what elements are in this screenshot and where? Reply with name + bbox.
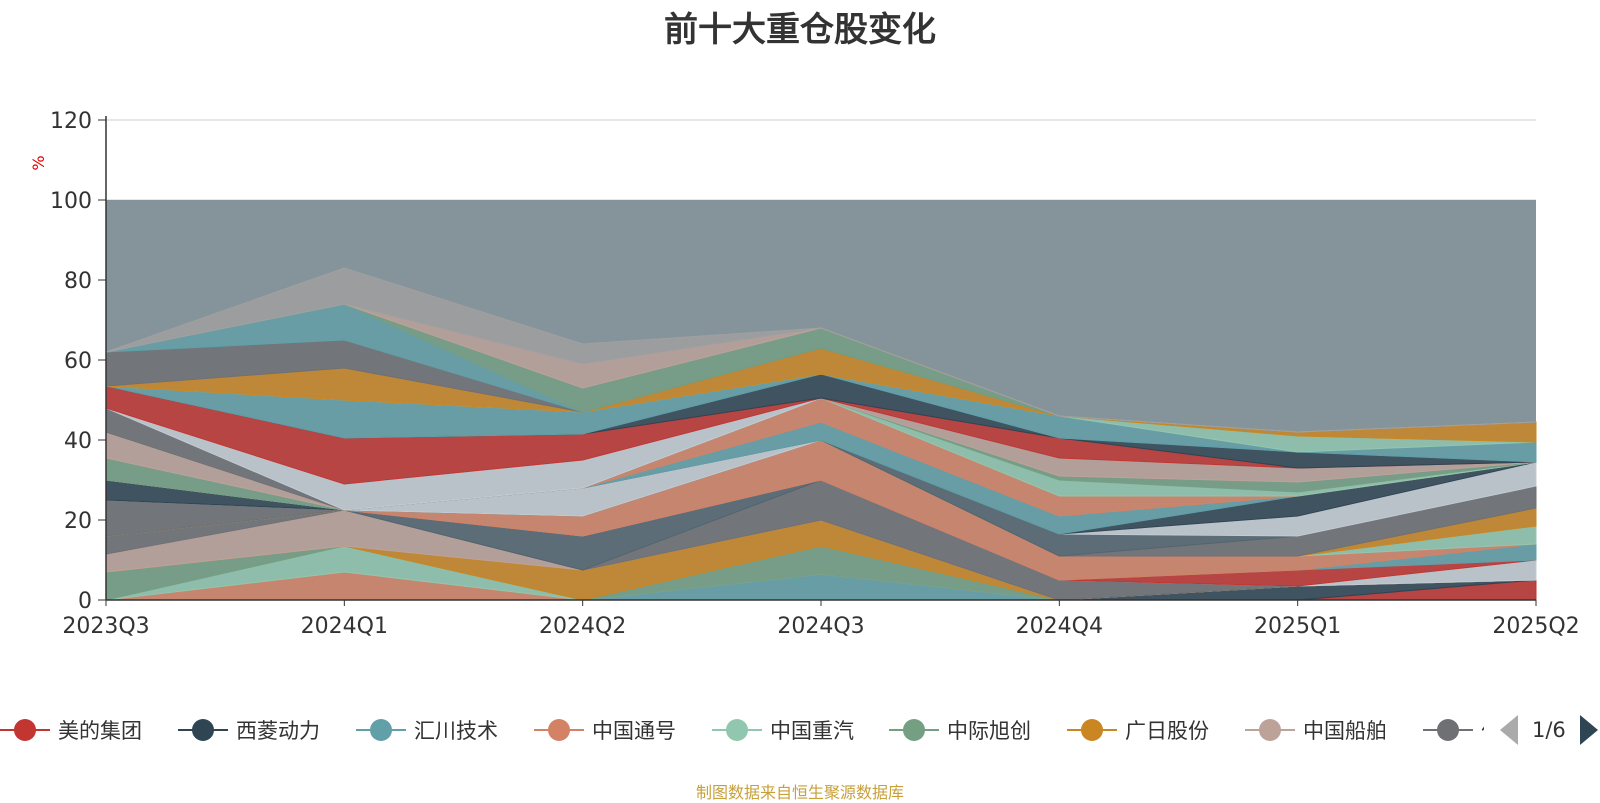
legend-marker-icon [1067,718,1117,742]
chart-title: 前十大重仓股变化 [664,10,936,50]
legend-marker-icon [1245,718,1295,742]
legend-label: 中际旭创 [947,719,1031,743]
x-tick-label-0: 2023Q3 [62,614,149,639]
legend-marker-icon [0,718,50,742]
tick-labels: 0 20 40 60 80 100 120 2023Q3 2024Q1 2024Q2 2024Q3 2… [50,109,1580,639]
y-tick-label-3: 60 [64,349,92,374]
y-tick-label-1: 20 [64,509,92,534]
legend-marker-icon [534,718,584,742]
y-tick-label-4: 80 [64,269,92,294]
y-tick-label-2: 40 [64,429,92,454]
legend: 美的集团 西菱动力 汇川技术 中国通号 中国重汽 中际旭创 广日股份 中国船舶 伯 1/6 [0,712,1600,748]
legend-label: 美的集团 [58,719,142,743]
legend-item-4[interactable]: 中国重汽 [712,712,854,748]
legend-label: 广日股份 [1125,719,1209,743]
legend-item-1[interactable]: 西菱动力 [178,712,320,748]
legend-label: 中国船舶 [1303,719,1387,743]
area-series-46 [105,267,1537,433]
x-tick-label-1: 2024Q1 [301,614,388,639]
legend-marker-icon [356,718,406,742]
legend-marker-icon [889,718,939,742]
legend-page-indicator: 1/6 [1532,718,1566,742]
legend-marker-icon [1423,718,1473,742]
legend-label: 伯 [1481,715,1484,745]
stacked-areas [105,200,1537,601]
y-axis-unit: % [29,155,48,170]
legend-item-8[interactable]: 伯 [1423,712,1484,748]
x-tick-label-4: 2024Q4 [1016,614,1103,639]
y-tick-label-0: 0 [78,589,92,614]
legend-items: 美的集团 西菱动力 汇川技术 中国通号 中国重汽 中际旭创 广日股份 中国船舶 伯 [0,712,1484,748]
x-tick-label-2: 2024Q2 [539,614,626,639]
legend-item-5[interactable]: 中际旭创 [889,712,1031,748]
y-tick-label-6: 120 [50,109,92,134]
legend-label: 汇川技术 [414,719,498,743]
legend-marker-icon [178,718,228,742]
legend-item-6[interactable]: 广日股份 [1067,712,1209,748]
x-tick-label-6: 2025Q2 [1492,614,1579,639]
legend-marker-icon [712,718,762,742]
legend-pager: 1/6 [1500,712,1598,748]
x-tick-label-3: 2024Q3 [777,614,864,639]
legend-item-7[interactable]: 中国船舶 [1245,712,1387,748]
legend-label: 中国重汽 [770,719,854,743]
legend-label: 中国通号 [592,719,676,743]
legend-label: 西菱动力 [236,719,320,743]
legend-item-3[interactable]: 中国通号 [534,712,676,748]
legend-item-2[interactable]: 汇川技术 [356,712,498,748]
legend-next-page-icon[interactable] [1579,715,1598,745]
x-tick-label-5: 2025Q1 [1254,614,1341,639]
axes [98,116,1537,606]
legend-item-0[interactable]: 美的集团 [0,712,142,748]
y-tick-label-5: 100 [50,189,92,214]
legend-prev-page-icon[interactable] [1500,715,1518,745]
data-source-footnote: 制图数据来自恒生聚源数据库 [695,783,904,802]
